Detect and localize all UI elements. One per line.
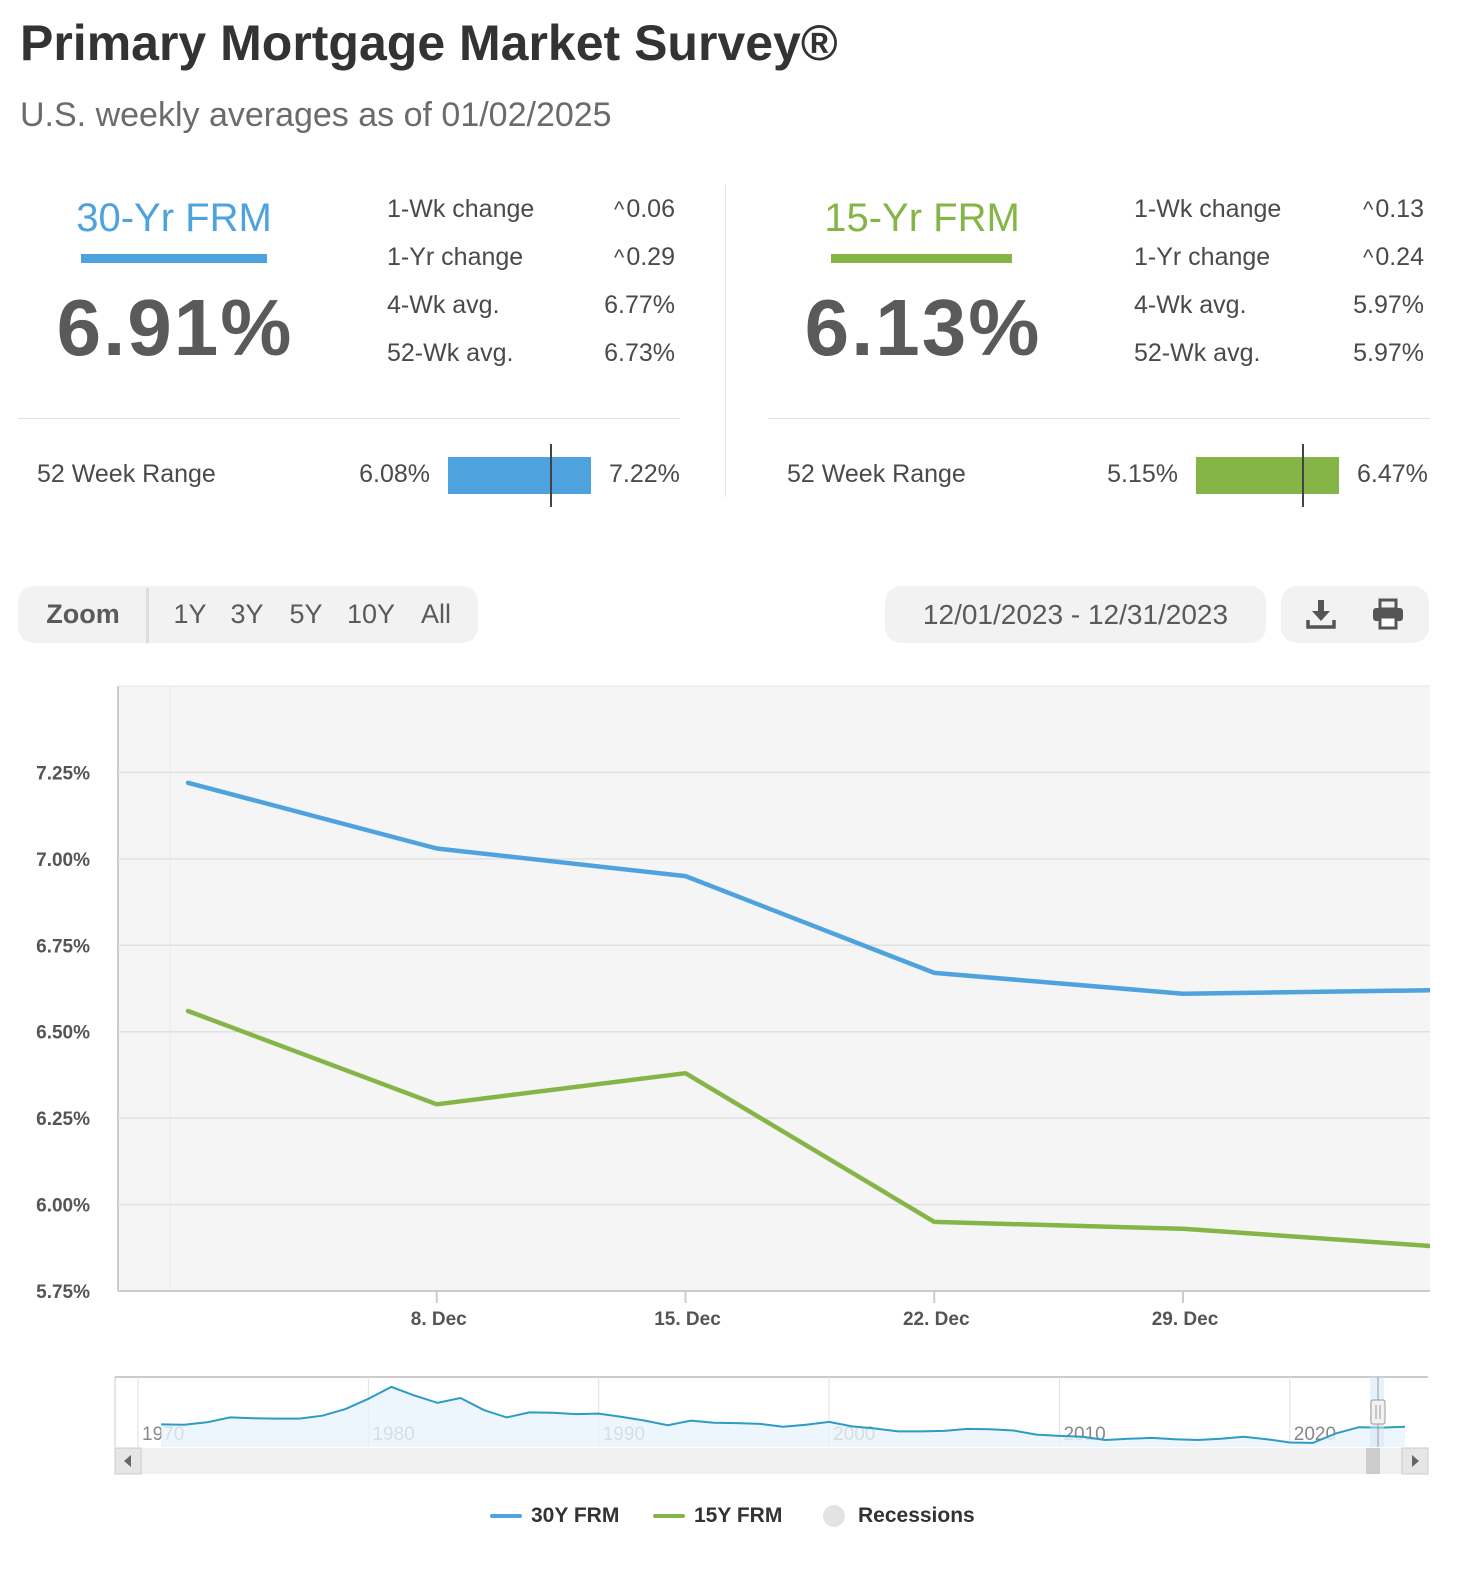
caret-up-icon: ^ bbox=[614, 245, 625, 270]
date-range-picker[interactable]: 12/01/2023 - 12/31/2023 bbox=[885, 586, 1266, 643]
frm30-stat-label: 52-Wk avg. bbox=[387, 339, 514, 367]
x-tick-label: 22. Dec bbox=[903, 1309, 970, 1330]
frm15-range-high: 6.47% bbox=[1357, 460, 1428, 488]
x-axis: 8. Dec 15. Dec 22. Dec 29. Dec bbox=[411, 1291, 1219, 1330]
chevron-left-icon bbox=[124, 1455, 131, 1467]
frm30-stat-label: 1-Wk change bbox=[387, 195, 535, 223]
navigator-line bbox=[161, 1385, 1406, 1444]
caret-up-icon: ^ bbox=[1363, 197, 1374, 222]
frm15-range-marker bbox=[1301, 444, 1304, 507]
frm30-range-bar bbox=[448, 457, 591, 494]
series-layer bbox=[185, 780, 1432, 1249]
grid bbox=[118, 771, 1430, 1206]
y-axis: 5.75% 6.00% 6.25% 6.50% 6.75% 7.00% 7.25% bbox=[36, 763, 90, 1303]
scrollbar-track[interactable] bbox=[115, 1448, 1428, 1474]
legend-swatch-15y bbox=[653, 1514, 685, 1518]
frm30-stat-value: ^0.29 bbox=[614, 243, 675, 271]
zoom-all-button[interactable]: All bbox=[420, 599, 451, 629]
legend-item-recessions[interactable]: Recessions bbox=[823, 1500, 983, 1532]
y-tick-label: 6.75% bbox=[36, 936, 90, 957]
legend-item-15y[interactable]: 15Y FRM bbox=[653, 1500, 793, 1532]
zoom-label: Zoom bbox=[46, 599, 120, 629]
x-tick-label: 8. Dec bbox=[411, 1309, 467, 1330]
plot-background bbox=[118, 686, 1430, 1291]
legend-label-30y: 30Y FRM bbox=[531, 1504, 620, 1527]
y-tick-label: 6.50% bbox=[36, 1023, 90, 1044]
frm30-stat-label: 1-Yr change bbox=[387, 243, 524, 271]
download-icon[interactable] bbox=[1303, 596, 1339, 632]
legend-swatch-30y bbox=[490, 1514, 522, 1518]
frm30-stat-value: 6.77% bbox=[604, 291, 675, 319]
frm15-rate: 6.13% bbox=[804, 283, 1042, 372]
legend-label-recessions: Recessions bbox=[858, 1504, 975, 1527]
legend-label-15y: 15Y FRM bbox=[694, 1504, 783, 1527]
zoom-1y-button[interactable]: 1Y bbox=[173, 599, 207, 629]
frm30-range-label: 52 Week Range bbox=[37, 460, 216, 488]
zoom-separator bbox=[146, 588, 149, 643]
caret-up-icon: ^ bbox=[1363, 245, 1374, 270]
divider bbox=[18, 418, 680, 419]
frm15-stat-label: 52-Wk avg. bbox=[1134, 339, 1261, 367]
main-chart: 5.75% 6.00% 6.25% 6.50% 6.75% 7.00% 7.25% 8. D… bbox=[36, 685, 1432, 1330]
frm30-stat-label: 4-Wk avg. bbox=[387, 291, 500, 319]
card-separator bbox=[725, 185, 726, 497]
caret-up-icon: ^ bbox=[614, 197, 625, 222]
zoom-group bbox=[18, 586, 478, 643]
x-tick-label: 15. Dec bbox=[654, 1309, 721, 1330]
y-tick-label: 6.25% bbox=[36, 1109, 90, 1130]
frm30-range-marker bbox=[549, 444, 552, 507]
legend-item-30y[interactable]: 30Y FRM bbox=[490, 1500, 630, 1532]
y-tick-label: 5.75% bbox=[36, 1282, 90, 1303]
frm15-stat-label: 4-Wk avg. bbox=[1134, 291, 1247, 319]
page-title: Primary Mortgage Market Survey® bbox=[20, 15, 838, 71]
series-line-15y[interactable] bbox=[185, 1008, 1432, 1249]
frm15-stat-value: ^0.24 bbox=[1363, 243, 1424, 271]
frm15-stat-label: 1-Wk change bbox=[1134, 195, 1282, 223]
frm15-range-low: 5.15% bbox=[1107, 460, 1178, 488]
frm15-stat-label: 1-Yr change bbox=[1134, 243, 1271, 271]
zoom-10y-button[interactable]: 10Y bbox=[346, 599, 396, 629]
series-line-30y[interactable] bbox=[185, 780, 1432, 996]
frm15-stat-value: ^0.13 bbox=[1363, 195, 1424, 223]
printer-icon[interactable] bbox=[1370, 596, 1406, 632]
frm30-rate: 6.91% bbox=[56, 283, 294, 372]
frm15-range-label: 52 Week Range bbox=[787, 460, 966, 488]
y-tick-label: 6.00% bbox=[36, 1196, 90, 1217]
navigator-area bbox=[161, 1386, 1406, 1447]
scrollbar-thumb[interactable] bbox=[1366, 1448, 1380, 1474]
frm15-stat-value: 5.97% bbox=[1353, 291, 1424, 319]
frm15-underline bbox=[831, 254, 1012, 263]
frm30-range-high: 7.22% bbox=[609, 460, 680, 488]
frm15-title: 15-Yr FRM bbox=[824, 196, 1020, 240]
frm15-stat-value: 5.97% bbox=[1353, 339, 1424, 367]
x-tick-label: 29. Dec bbox=[1152, 1309, 1219, 1330]
frm30-stat-value: 6.73% bbox=[604, 339, 675, 367]
frm30-range-low: 6.08% bbox=[359, 460, 430, 488]
divider bbox=[768, 418, 1430, 419]
chart-tools bbox=[1281, 586, 1429, 643]
chevron-right-icon bbox=[1412, 1455, 1419, 1467]
page-subtitle: U.S. weekly averages as of 01/02/2025 bbox=[20, 96, 612, 134]
navigator-series bbox=[161, 1385, 1406, 1447]
frm30-stat-value: ^0.06 bbox=[614, 195, 675, 223]
frm30-underline bbox=[81, 254, 267, 263]
navigator-handle[interactable] bbox=[1370, 1399, 1386, 1425]
zoom-3y-button[interactable]: 3Y bbox=[230, 599, 264, 629]
frm30-title: 30-Yr FRM bbox=[76, 196, 272, 240]
zoom-5y-button[interactable]: 5Y bbox=[289, 599, 323, 629]
y-tick-label: 7.25% bbox=[36, 763, 90, 784]
legend-dot-recessions bbox=[823, 1505, 845, 1527]
navigator[interactable]: 197019801990200020102020 bbox=[0, 1372, 1470, 1482]
frm15-range-bar bbox=[1196, 457, 1339, 494]
legend: 30Y FRM 15Y FRM Recessions bbox=[0, 1500, 1470, 1532]
y-tick-label: 7.00% bbox=[36, 850, 90, 871]
